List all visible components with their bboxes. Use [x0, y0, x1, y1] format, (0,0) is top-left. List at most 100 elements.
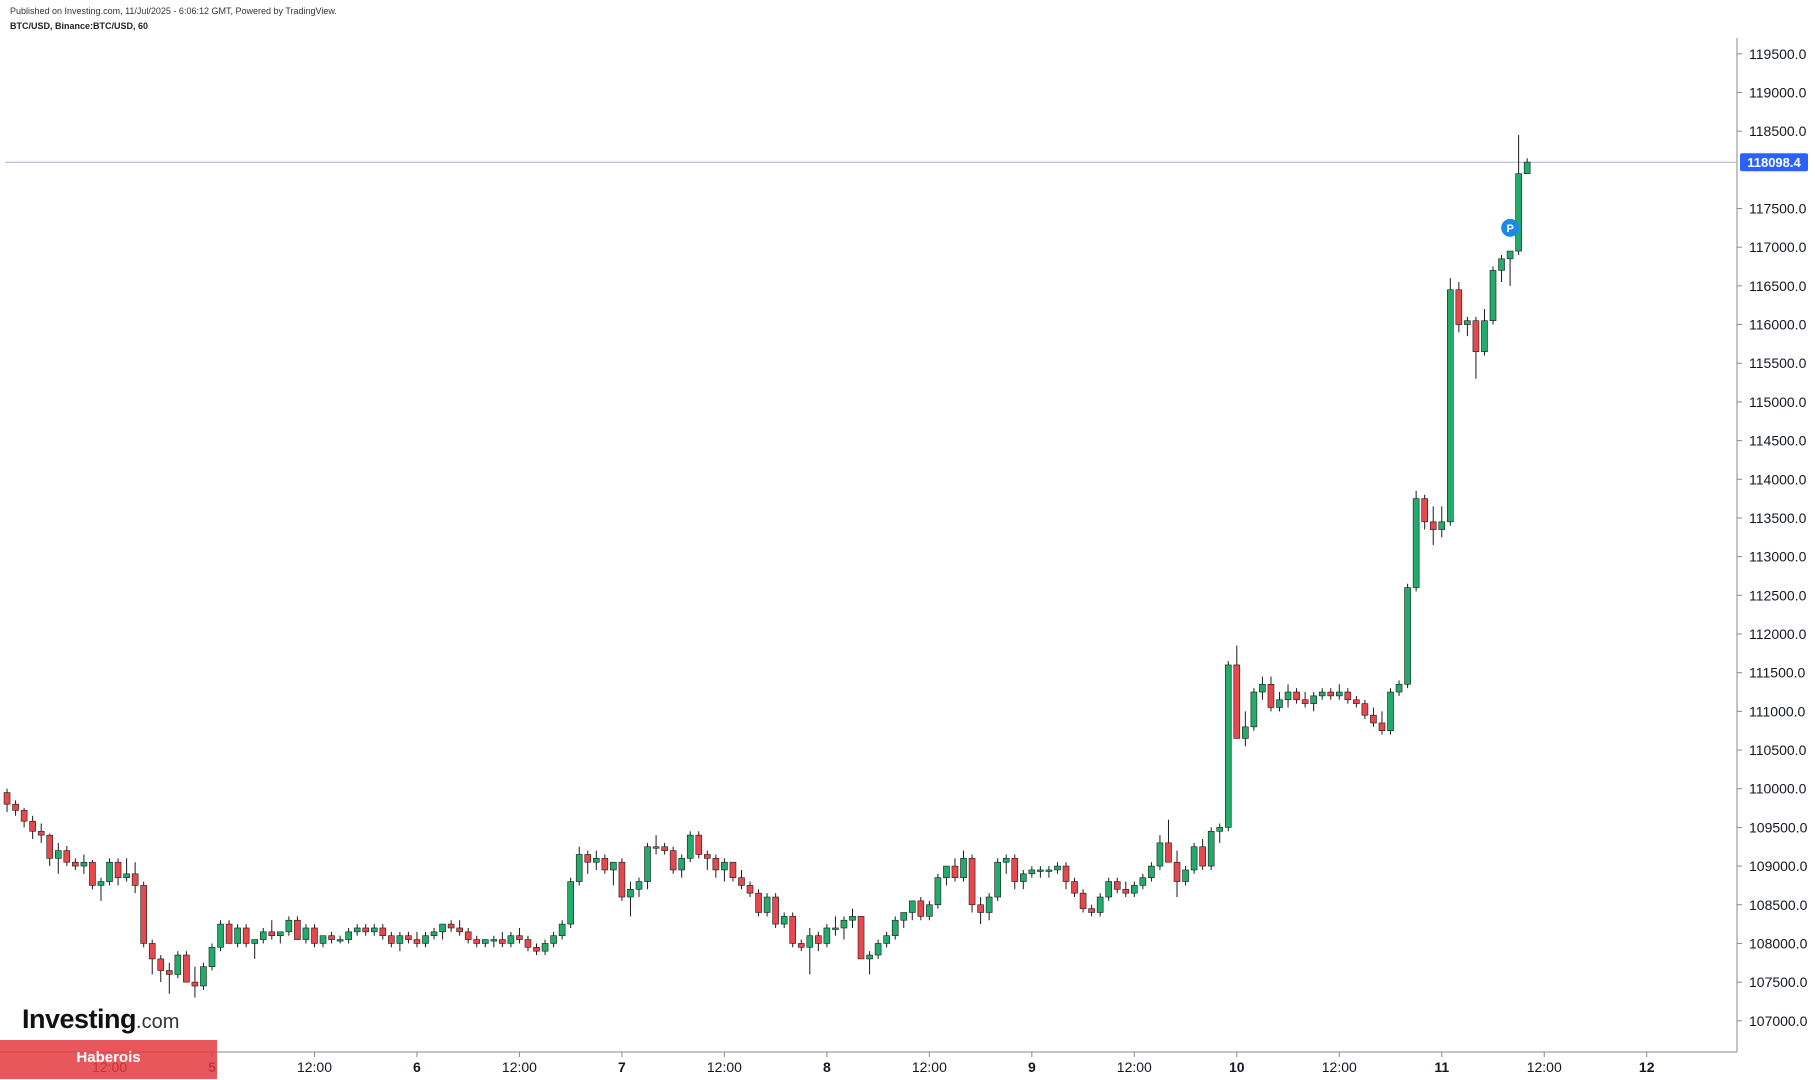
candle-up — [806, 935, 814, 948]
time-tick-label: 10 — [1229, 1059, 1245, 1075]
candle-down — [746, 885, 754, 894]
candle-down — [618, 861, 626, 898]
candle-up — [251, 939, 258, 944]
price-tick-label: 108500.0 — [1749, 897, 1808, 913]
candle-down — [1267, 683, 1275, 708]
candle-up — [866, 954, 873, 960]
time-tick-label: 6 — [413, 1059, 421, 1075]
candle-up — [1438, 521, 1446, 530]
candle-down — [712, 858, 720, 871]
candle-up — [302, 927, 310, 940]
candle-down — [789, 916, 797, 944]
candle-up — [1489, 270, 1497, 321]
candle-down — [1378, 722, 1386, 731]
candle-up — [780, 916, 788, 925]
candle-up — [123, 873, 130, 878]
candle-down — [1421, 498, 1428, 523]
candle-up — [644, 846, 651, 882]
candle-up — [1412, 498, 1420, 588]
candle-down — [89, 861, 96, 886]
candle-down — [114, 861, 122, 878]
candle-up — [396, 935, 404, 944]
candle-up — [217, 923, 224, 948]
candle-up — [1156, 842, 1164, 867]
price-tick-label: 116500.0 — [1749, 278, 1807, 294]
current-price-tag[interactable]: 118098.4 — [1740, 153, 1808, 172]
p-marker-label: P — [1506, 223, 1513, 235]
candle-up — [567, 881, 574, 925]
candle-down — [131, 873, 139, 886]
p-marker[interactable]: P — [1501, 218, 1520, 237]
candle-up — [481, 939, 489, 944]
candle-down — [12, 803, 19, 811]
candle-down — [20, 810, 28, 822]
price-tick-label: 119500.0 — [1749, 46, 1807, 62]
current-price-tag-bg — [1740, 153, 1808, 172]
candle-up — [200, 966, 207, 987]
candle-down — [704, 854, 711, 859]
candle-up — [1216, 827, 1224, 832]
candle-down — [1071, 881, 1078, 894]
candle-down — [464, 931, 472, 940]
time-tick-label: 12:00 — [502, 1059, 537, 1075]
candle-down — [46, 834, 54, 859]
candle-down — [63, 850, 71, 863]
candles-group — [3, 135, 1531, 998]
candle-down — [601, 858, 609, 871]
price-axis: 119500.0 119000.0 118500.0 117500.0 117000.0… — [1737, 46, 1808, 1029]
candle-down — [1113, 881, 1121, 890]
time-tick-label: 12:00 — [1527, 1059, 1562, 1075]
candle-down — [661, 846, 668, 851]
price-tick-label: 107000.0 — [1749, 1013, 1808, 1029]
candle-up — [1182, 869, 1189, 882]
candle-down — [857, 916, 865, 960]
candle-up — [558, 923, 566, 937]
time-tick-label: 12:00 — [912, 1059, 947, 1075]
candle-down — [268, 931, 276, 937]
candle-up — [1131, 885, 1138, 894]
candle-up — [763, 896, 771, 913]
candle-up — [960, 858, 967, 878]
candle-down — [797, 943, 805, 948]
price-tick-label: 115500.0 — [1749, 355, 1807, 371]
candle-down — [951, 865, 959, 878]
candle-down — [755, 892, 762, 913]
time-tick-label: 12:00 — [707, 1059, 742, 1075]
symbol-caption: BTC/USD, Binance:BTC/USD, 60 — [10, 21, 149, 31]
candle-down — [1455, 289, 1463, 325]
candle-up — [1054, 865, 1061, 871]
candle-down — [1327, 691, 1335, 697]
candle-up — [541, 943, 549, 952]
candle-up — [1028, 869, 1036, 875]
candle-down — [1472, 320, 1480, 352]
time-tick-label: 8 — [823, 1059, 831, 1075]
logo-suffix: .com — [136, 1011, 180, 1033]
candle-down — [1062, 865, 1070, 882]
candle-up — [1250, 691, 1258, 728]
candle-up — [994, 861, 1001, 898]
candle-down — [405, 935, 412, 940]
candle-down — [311, 927, 318, 944]
candle-up — [285, 919, 293, 933]
candle-up — [1387, 691, 1394, 732]
candle-up — [1002, 858, 1010, 863]
price-tick-label: 115000.0 — [1749, 394, 1807, 410]
candle-up — [1148, 865, 1155, 878]
candle-down — [738, 877, 745, 886]
candle-down — [37, 830, 45, 836]
candle-up — [1037, 869, 1044, 872]
candle-up — [336, 939, 344, 942]
logo-name: Investing — [22, 1004, 137, 1034]
candle-up — [1190, 846, 1198, 871]
candle-down — [1233, 664, 1241, 739]
candle-down — [148, 943, 156, 960]
candle-up — [721, 861, 728, 871]
candle-up — [926, 904, 933, 917]
candle-up — [1259, 683, 1266, 693]
current-price-tag-text: 118098.4 — [1747, 155, 1801, 170]
time-tick-label: 12:00 — [297, 1059, 332, 1075]
candle-down — [1011, 858, 1019, 882]
published-caption: Published on Investing.com, 11/Jul/2025 … — [10, 6, 337, 16]
price-tick-label: 116000.0 — [1749, 317, 1807, 333]
